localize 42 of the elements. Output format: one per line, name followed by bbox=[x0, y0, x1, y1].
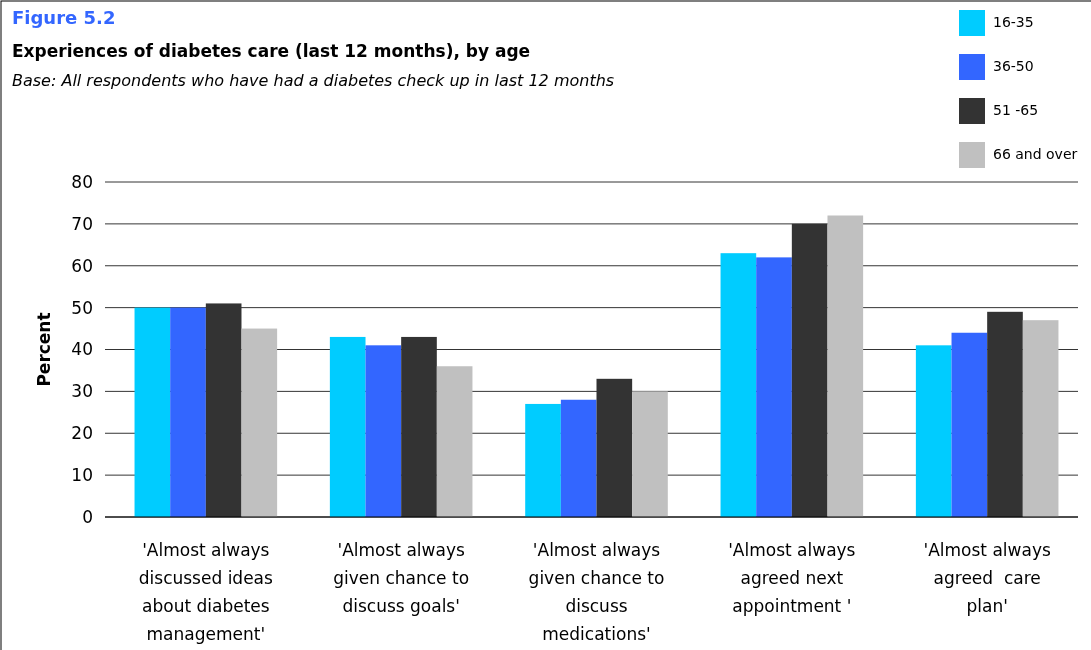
x-tick-label: 'Almost always agreed care plan' bbox=[923, 540, 1051, 616]
y-axis-title: Percent bbox=[34, 312, 54, 387]
bar bbox=[205, 303, 242, 517]
bar bbox=[791, 223, 828, 517]
bar bbox=[827, 215, 864, 517]
bar bbox=[951, 332, 988, 517]
bar bbox=[401, 336, 437, 517]
bar bbox=[720, 253, 757, 517]
bar bbox=[756, 257, 792, 517]
bar bbox=[915, 345, 952, 517]
legend-label: 16-35 bbox=[993, 14, 1034, 30]
legend-label: 51 -65 bbox=[993, 102, 1039, 118]
bar bbox=[170, 307, 206, 517]
bar bbox=[365, 345, 402, 517]
y-tick-label: 40 bbox=[71, 339, 93, 360]
bar bbox=[596, 378, 633, 517]
x-tick-label: 'Almost always given chance to discuss medications' bbox=[528, 540, 665, 644]
x-tick-label: 'Almost always agreed next appointment ' bbox=[728, 540, 856, 616]
bar bbox=[560, 399, 597, 517]
y-tick-label: 60 bbox=[71, 255, 93, 276]
chart-title: Figure 5.2 bbox=[12, 7, 116, 28]
legend-label: 66 and over bbox=[993, 146, 1078, 162]
y-tick-label: 0 bbox=[82, 506, 93, 527]
x-tick-label: 'Almost always given chance to discuss goals' bbox=[333, 540, 470, 616]
y-tick-label: 10 bbox=[71, 465, 93, 486]
bar bbox=[436, 366, 473, 517]
bar bbox=[987, 311, 1023, 517]
bar bbox=[632, 391, 668, 517]
bar bbox=[1022, 320, 1059, 517]
text: Base: All respondents who have had a diabetes check up in last 12 months bbox=[12, 71, 615, 90]
bar bbox=[134, 307, 171, 517]
bar bbox=[525, 403, 561, 517]
y-tick-label: 20 bbox=[71, 423, 93, 444]
y-tick-label: 30 bbox=[71, 381, 93, 402]
bar bbox=[329, 336, 366, 517]
y-tick-label: 50 bbox=[71, 297, 93, 318]
y-tick-label: 70 bbox=[71, 213, 93, 234]
x-tick-label: 'Almost always discussed ideas about diabetes management' bbox=[138, 540, 274, 644]
legend-label: 36-50 bbox=[993, 58, 1034, 74]
bar bbox=[241, 328, 278, 517]
y-tick-label: 80 bbox=[71, 171, 93, 192]
chart-subtitle: Experiences of diabetes care (last 12 months), by age bbox=[12, 41, 531, 61]
